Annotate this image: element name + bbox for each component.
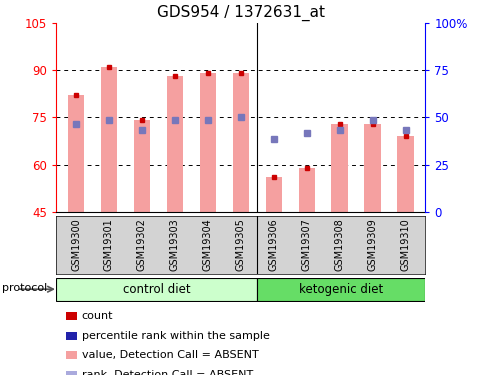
Bar — [199, 73, 216, 212]
Text: control diet: control diet — [122, 283, 190, 296]
Bar — [133, 120, 150, 212]
Text: value, Detection Call = ABSENT: value, Detection Call = ABSENT — [81, 350, 258, 360]
Text: GSM19308: GSM19308 — [334, 219, 344, 271]
FancyBboxPatch shape — [257, 278, 425, 301]
Title: GDS954 / 1372631_at: GDS954 / 1372631_at — [157, 5, 324, 21]
Text: count: count — [81, 311, 113, 321]
Bar — [232, 73, 248, 212]
Text: GSM19305: GSM19305 — [235, 219, 245, 272]
Text: GSM19303: GSM19303 — [169, 219, 180, 271]
Text: GSM19306: GSM19306 — [268, 219, 278, 271]
Text: GSM19309: GSM19309 — [367, 219, 377, 271]
Text: GSM19300: GSM19300 — [71, 219, 81, 271]
Text: GSM19302: GSM19302 — [137, 219, 146, 272]
Bar — [364, 123, 380, 212]
Text: GSM19310: GSM19310 — [400, 219, 410, 271]
Bar — [331, 123, 347, 212]
Text: GSM19307: GSM19307 — [301, 219, 311, 272]
Bar — [101, 67, 117, 212]
Text: GSM19301: GSM19301 — [104, 219, 114, 271]
Text: GSM19304: GSM19304 — [203, 219, 212, 271]
Bar — [166, 76, 183, 212]
Text: ketogenic diet: ketogenic diet — [299, 283, 383, 296]
Text: rank, Detection Call = ABSENT: rank, Detection Call = ABSENT — [81, 370, 252, 375]
Bar — [298, 168, 314, 212]
Text: percentile rank within the sample: percentile rank within the sample — [81, 331, 269, 340]
FancyBboxPatch shape — [56, 278, 257, 301]
Bar — [68, 95, 84, 212]
Bar — [397, 136, 413, 212]
Bar — [265, 177, 282, 212]
Text: protocol: protocol — [2, 284, 48, 294]
